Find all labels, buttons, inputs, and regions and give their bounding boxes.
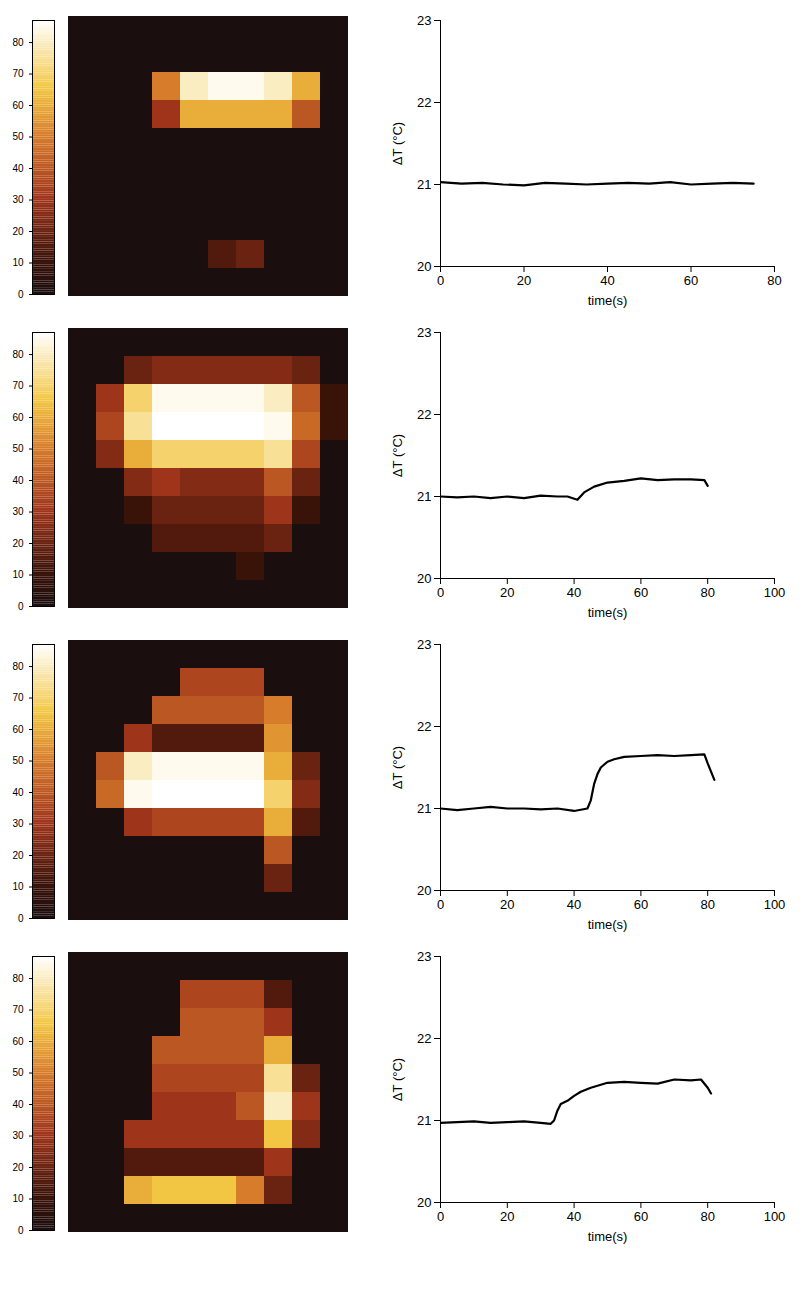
svg-text:20: 20 (417, 883, 431, 898)
svg-text:80: 80 (767, 273, 781, 288)
svg-text:60: 60 (12, 100, 24, 111)
svg-text:0: 0 (437, 1209, 444, 1224)
svg-text:10: 10 (12, 881, 24, 892)
svg-text:23: 23 (417, 637, 431, 652)
svg-text:60: 60 (12, 724, 24, 735)
svg-text:60: 60 (634, 1209, 648, 1224)
svg-text:20: 20 (417, 1195, 431, 1210)
svg-text:time(s): time(s) (588, 1229, 628, 1244)
svg-text:time(s): time(s) (588, 293, 628, 308)
svg-text:60: 60 (634, 897, 648, 912)
svg-text:23: 23 (417, 325, 431, 340)
svg-text:0: 0 (437, 897, 444, 912)
svg-text:0: 0 (18, 601, 24, 612)
svg-text:0: 0 (437, 273, 444, 288)
svg-text:40: 40 (600, 273, 614, 288)
svg-text:0: 0 (437, 585, 444, 600)
svg-text:21: 21 (417, 801, 431, 816)
svg-text:23: 23 (417, 949, 431, 964)
svg-text:40: 40 (12, 1099, 24, 1110)
svg-text:0: 0 (18, 1225, 24, 1236)
svg-text:50: 50 (12, 443, 24, 454)
svg-text:20: 20 (500, 1209, 514, 1224)
svg-text:80: 80 (12, 37, 24, 48)
svg-text:70: 70 (12, 68, 24, 79)
svg-text:30: 30 (12, 506, 24, 517)
svg-text:20: 20 (517, 273, 531, 288)
svg-text:40: 40 (12, 163, 24, 174)
svg-text:ΔT (°C): ΔT (°C) (390, 746, 405, 789)
svg-text:70: 70 (12, 1004, 24, 1015)
svg-text:10: 10 (12, 1193, 24, 1204)
svg-text:80: 80 (700, 897, 714, 912)
svg-text:80: 80 (12, 349, 24, 360)
svg-text:80: 80 (700, 1209, 714, 1224)
svg-text:50: 50 (12, 131, 24, 142)
svg-text:80: 80 (700, 585, 714, 600)
svg-text:0: 0 (18, 289, 24, 300)
svg-text:60: 60 (684, 273, 698, 288)
svg-text:80: 80 (12, 661, 24, 672)
svg-text:20: 20 (12, 850, 24, 861)
svg-text:time(s): time(s) (588, 605, 628, 620)
svg-text:70: 70 (12, 692, 24, 703)
svg-text:21: 21 (417, 489, 431, 504)
svg-text:50: 50 (12, 755, 24, 766)
svg-text:40: 40 (567, 1209, 581, 1224)
svg-text:10: 10 (12, 569, 24, 580)
svg-text:0: 0 (18, 913, 24, 924)
svg-text:22: 22 (417, 407, 431, 422)
svg-text:ΔT (°C): ΔT (°C) (390, 122, 405, 165)
svg-text:10: 10 (12, 257, 24, 268)
svg-text:20: 20 (417, 571, 431, 586)
svg-text:21: 21 (417, 1113, 431, 1128)
svg-text:21: 21 (417, 177, 431, 192)
svg-text:22: 22 (417, 95, 431, 110)
svg-text:22: 22 (417, 1031, 431, 1046)
svg-text:60: 60 (634, 585, 648, 600)
svg-text:100: 100 (764, 1209, 786, 1224)
svg-text:30: 30 (12, 194, 24, 205)
svg-text:20: 20 (417, 259, 431, 274)
svg-text:time(s): time(s) (588, 917, 628, 932)
svg-text:20: 20 (12, 226, 24, 237)
svg-text:20: 20 (500, 585, 514, 600)
svg-text:50: 50 (12, 1067, 24, 1078)
svg-text:20: 20 (12, 1162, 24, 1173)
svg-text:80: 80 (12, 973, 24, 984)
svg-text:100: 100 (764, 897, 786, 912)
svg-text:40: 40 (12, 475, 24, 486)
svg-text:ΔT (°C): ΔT (°C) (390, 1058, 405, 1101)
svg-text:60: 60 (12, 412, 24, 423)
svg-text:20: 20 (500, 897, 514, 912)
svg-text:70: 70 (12, 380, 24, 391)
svg-text:30: 30 (12, 818, 24, 829)
svg-text:40: 40 (567, 585, 581, 600)
svg-text:40: 40 (567, 897, 581, 912)
svg-text:23: 23 (417, 13, 431, 28)
svg-text:22: 22 (417, 719, 431, 734)
svg-text:40: 40 (12, 787, 24, 798)
svg-text:ΔT (°C): ΔT (°C) (390, 434, 405, 477)
svg-text:100: 100 (764, 585, 786, 600)
svg-text:60: 60 (12, 1036, 24, 1047)
svg-text:30: 30 (12, 1130, 24, 1141)
svg-text:20: 20 (12, 538, 24, 549)
